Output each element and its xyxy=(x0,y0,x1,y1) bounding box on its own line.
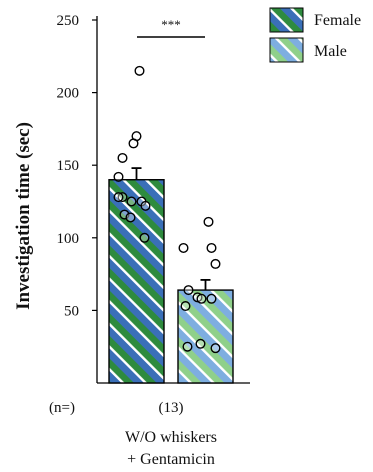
y-tick-label-150: 150 xyxy=(57,158,80,174)
group-label-line-2: + Gentamicin xyxy=(127,451,215,468)
data-point-female-6 xyxy=(113,192,124,203)
data-point-female-12 xyxy=(139,232,150,243)
y-tick-label-200: 200 xyxy=(57,86,80,102)
legend: Female Male xyxy=(269,7,361,63)
data-point-male-3 xyxy=(210,258,221,269)
data-point-female-4 xyxy=(113,171,124,182)
data-point-female-9 xyxy=(140,200,151,211)
significance-annotation: *** xyxy=(137,17,205,38)
data-point-female-11 xyxy=(125,212,136,223)
y-tick-label-50: 50 xyxy=(64,303,79,319)
data-point-male-1 xyxy=(178,242,189,253)
legend-label-female: Female xyxy=(314,12,361,29)
data-point-female-7 xyxy=(126,196,137,207)
data-point-female-2 xyxy=(128,138,139,149)
data-point-male-4 xyxy=(183,285,194,296)
legend-swatch-male xyxy=(269,37,304,63)
data-point-male-0 xyxy=(203,216,214,227)
n-value: (13) xyxy=(159,400,184,416)
y-tick-label-250: 250 xyxy=(57,13,80,29)
data-point-male-9 xyxy=(195,338,206,349)
n-label: (n=) xyxy=(49,400,75,416)
group-label-line-1: W/O whiskers xyxy=(125,429,217,446)
data-point-male-6 xyxy=(196,293,207,304)
data-point-male-11 xyxy=(210,343,221,354)
data-point-female-3 xyxy=(117,152,128,163)
legend-label-male: Male xyxy=(314,43,347,60)
y-ticks: 50 100 150 200 250 xyxy=(57,13,97,319)
data-points xyxy=(113,65,221,354)
legend-swatch-female xyxy=(269,7,304,33)
y-axis-label: Investigation time (sec) xyxy=(13,122,34,310)
bar-male xyxy=(177,289,234,384)
data-point-female-0 xyxy=(134,65,145,76)
data-point-male-8 xyxy=(180,301,191,312)
y-tick-label-100: 100 xyxy=(57,231,80,247)
bar-female xyxy=(108,179,165,384)
data-point-male-7 xyxy=(206,293,217,304)
data-point-male-2 xyxy=(206,242,217,253)
significance-stars: *** xyxy=(161,17,181,32)
data-point-male-10 xyxy=(182,341,193,352)
bars xyxy=(108,179,234,384)
error-bars xyxy=(131,167,211,291)
